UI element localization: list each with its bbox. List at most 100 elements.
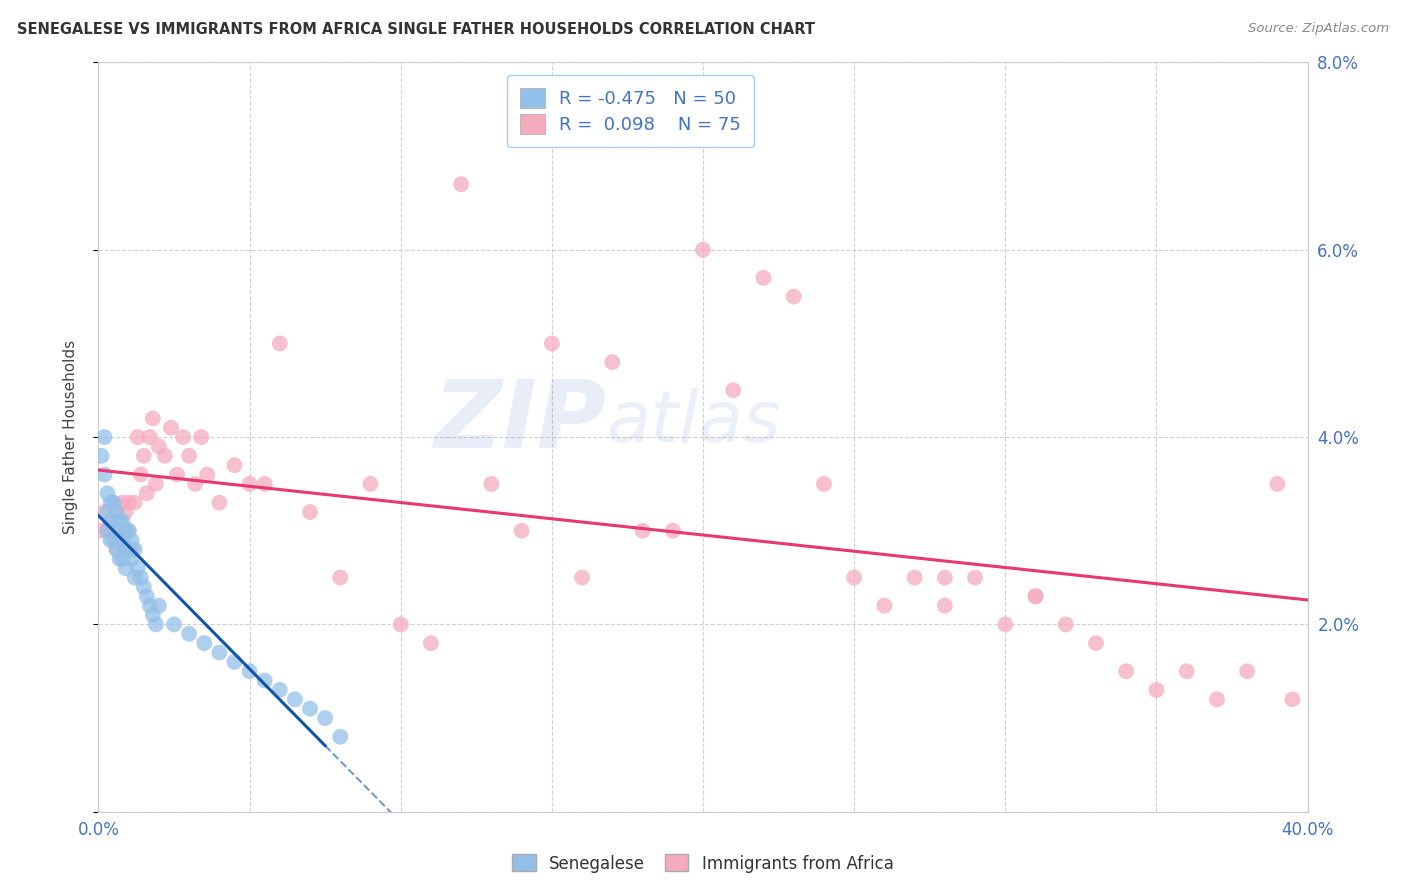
Point	[389, 617, 412, 632]
Point	[299, 701, 322, 715]
Point	[253, 673, 276, 688]
Point	[103, 495, 125, 509]
Point	[118, 495, 141, 509]
Point	[93, 467, 115, 482]
Point	[121, 533, 143, 547]
Point	[118, 524, 141, 538]
Point	[108, 514, 131, 528]
Point	[100, 533, 122, 547]
Point	[111, 495, 134, 509]
Point	[90, 524, 112, 538]
Point	[1024, 590, 1046, 604]
Text: SENEGALESE VS IMMIGRANTS FROM AFRICA SINGLE FATHER HOUSEHOLDS CORRELATION CHART: SENEGALESE VS IMMIGRANTS FROM AFRICA SIN…	[17, 22, 815, 37]
Point	[114, 505, 136, 519]
Point	[510, 524, 533, 538]
Point	[1144, 683, 1167, 698]
Point	[602, 355, 624, 369]
Point	[193, 636, 215, 650]
Point	[184, 476, 207, 491]
Point	[105, 505, 128, 519]
Point	[105, 542, 128, 557]
Point	[108, 551, 131, 566]
Point	[166, 467, 188, 482]
Point	[142, 411, 165, 425]
Point	[253, 476, 276, 491]
Text: ZIP: ZIP	[433, 376, 606, 468]
Point	[93, 505, 115, 519]
Point	[105, 524, 128, 538]
Point	[329, 730, 352, 744]
Point	[145, 617, 167, 632]
Point	[132, 580, 155, 594]
Point	[108, 514, 131, 528]
Point	[994, 617, 1017, 632]
Point	[124, 495, 146, 509]
Point	[269, 683, 291, 698]
Point	[145, 476, 167, 491]
Point	[124, 571, 146, 585]
Point	[269, 336, 291, 351]
Point	[844, 571, 866, 585]
Point	[723, 384, 745, 398]
Point	[239, 476, 262, 491]
Point	[1175, 664, 1198, 679]
Point	[114, 524, 136, 538]
Point	[105, 542, 128, 557]
Point	[103, 514, 125, 528]
Point	[121, 542, 143, 557]
Point	[752, 271, 775, 285]
Point	[813, 476, 835, 491]
Point	[96, 524, 118, 538]
Point	[90, 449, 112, 463]
Point	[1024, 590, 1046, 604]
Point	[1236, 664, 1258, 679]
Point	[299, 505, 322, 519]
Point	[208, 495, 231, 509]
Point	[111, 533, 134, 547]
Point	[103, 495, 125, 509]
Point	[135, 486, 157, 500]
Point	[96, 505, 118, 519]
Point	[450, 177, 472, 191]
Text: atlas: atlas	[606, 388, 780, 457]
Point	[571, 571, 593, 585]
Point	[142, 608, 165, 623]
Point	[934, 599, 956, 613]
Point	[934, 571, 956, 585]
Point	[1281, 692, 1303, 706]
Point	[1267, 476, 1289, 491]
Point	[179, 626, 201, 640]
Point	[965, 571, 987, 585]
Point	[111, 514, 134, 528]
Point	[540, 336, 562, 351]
Point	[118, 542, 141, 557]
Point	[114, 561, 136, 575]
Point	[873, 599, 896, 613]
Point	[239, 664, 262, 679]
Point	[179, 449, 201, 463]
Point	[160, 420, 183, 434]
Point	[105, 505, 128, 519]
Point	[904, 571, 927, 585]
Point	[96, 524, 118, 538]
Point	[783, 289, 806, 303]
Point	[1206, 692, 1229, 706]
Point	[100, 514, 122, 528]
Point	[1054, 617, 1077, 632]
Point	[93, 430, 115, 444]
Point	[195, 467, 218, 482]
Point	[139, 430, 162, 444]
Point	[114, 542, 136, 557]
Point	[148, 599, 170, 613]
Point	[96, 486, 118, 500]
Point	[224, 655, 246, 669]
Point	[692, 243, 714, 257]
Legend: Senegalese, Immigrants from Africa: Senegalese, Immigrants from Africa	[506, 847, 900, 880]
Legend: R = -0.475   N = 50, R =  0.098    N = 75: R = -0.475 N = 50, R = 0.098 N = 75	[508, 75, 754, 146]
Point	[172, 430, 194, 444]
Y-axis label: Single Father Households: Single Father Households	[63, 340, 77, 534]
Point	[121, 551, 143, 566]
Point	[148, 440, 170, 453]
Point	[100, 495, 122, 509]
Point	[329, 571, 352, 585]
